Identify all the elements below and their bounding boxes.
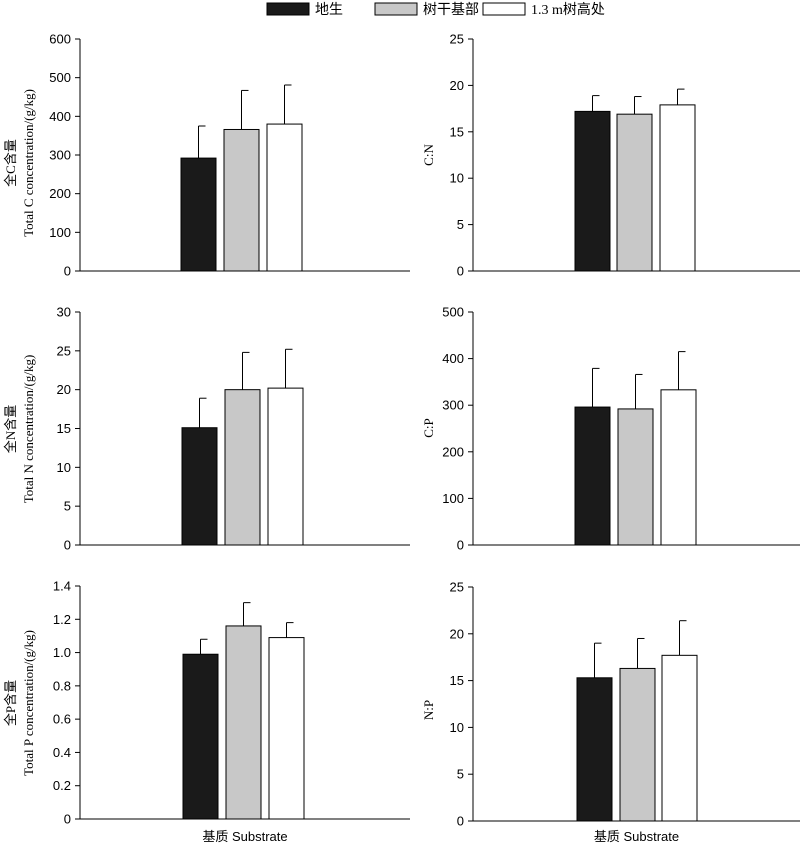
y-tick-label: 1.4	[53, 579, 71, 594]
bar-1	[182, 653, 219, 820]
y-tick-label: 100	[49, 225, 71, 240]
y-tick-label: 10	[450, 171, 464, 186]
x-axis-label: 基质 Substrate	[202, 829, 287, 844]
x-axis-label: 基质 Substrate	[594, 829, 679, 844]
legend-swatch-3	[482, 2, 526, 16]
bar-1	[180, 157, 217, 272]
y-axis-label: Total P concentration/(g/kg)	[21, 630, 36, 776]
y-tick-label: 25	[450, 580, 464, 595]
chart-panel-3: 0 5 10 15 20 25 30 全N含量 Total N concentration/(g…	[3, 305, 410, 553]
y-tick-label: 500	[442, 305, 464, 320]
y-tick-label: 5	[64, 499, 71, 514]
y-axis-label: Total N concentration/(g/kg)	[21, 355, 36, 504]
y-tick-label: 0	[64, 812, 71, 827]
y-axis-label: C:N	[421, 144, 436, 166]
bar-1	[181, 427, 218, 546]
bar-1	[574, 110, 611, 272]
y-tick-label: 400	[49, 109, 71, 124]
y-tick-label: 15	[450, 673, 464, 688]
legend-label-2: 树干基部	[423, 1, 479, 18]
y-tick-label: 5	[457, 767, 464, 782]
y-tick-label: 25	[450, 32, 464, 47]
y-axis-label: Total C concentration/(g/kg)	[21, 89, 36, 237]
y-axis-label: 全N含量	[3, 405, 18, 453]
y-tick-label: 15	[57, 421, 71, 436]
bar-3	[661, 654, 698, 822]
y-tick-label: 200	[442, 444, 464, 459]
legend-swatch-1	[266, 2, 310, 16]
y-tick-label: 200	[49, 186, 71, 201]
y-tick-label: 1.2	[53, 612, 71, 627]
bar-3	[659, 104, 696, 272]
bar-1	[574, 406, 611, 546]
bar-2	[619, 667, 656, 822]
y-tick-label: 0	[64, 538, 71, 553]
y-tick-label: 300	[442, 398, 464, 413]
y-tick-label: 5	[457, 217, 464, 232]
legend-label-1: 地生	[315, 2, 343, 18]
y-tick-label: 100	[442, 491, 464, 506]
y-tick-label: 30	[57, 305, 71, 320]
bar-2	[224, 389, 261, 546]
y-axis-label: C:P	[421, 418, 436, 438]
bar-3	[268, 637, 305, 820]
bar-2	[617, 408, 654, 546]
y-tick-label: 10	[57, 460, 71, 475]
y-tick-label: 0.2	[53, 778, 71, 793]
bar-2	[223, 128, 260, 272]
y-tick-label: 15	[450, 124, 464, 139]
y-tick-label: 0	[457, 264, 464, 279]
bar-2	[225, 625, 262, 820]
y-axis-label: 全C含量	[3, 139, 18, 187]
y-tick-label: 20	[450, 78, 464, 93]
y-tick-label: 20	[57, 382, 71, 397]
y-tick-label: 0.6	[53, 712, 71, 727]
y-tick-label: 600	[49, 32, 71, 47]
y-tick-label: 10	[450, 720, 464, 735]
y-tick-label: 500	[49, 70, 71, 85]
y-tick-label: 0.4	[53, 745, 71, 760]
bar-1	[576, 677, 613, 822]
bar-3	[266, 123, 303, 272]
chart-panel-4: 0 100 200 300 400 500 C:P	[421, 305, 800, 553]
y-axis-label: N:P	[421, 700, 436, 720]
bar-3	[660, 389, 697, 546]
y-tick-label: 0	[64, 264, 71, 279]
y-tick-label: 25	[57, 343, 71, 358]
y-tick-label: 400	[442, 351, 464, 366]
chart-panel-2: 0 5 10 15 20 25 C:N	[421, 32, 800, 279]
chart-panel-5: 0 0.2 0.4 0.6 0.8 1.0 1.2 1.4 全P含量 Total P concen…	[3, 579, 410, 844]
y-tick-label: 0	[457, 538, 464, 553]
legend-label-3: 1.3 m树高处	[531, 1, 605, 18]
bar-2	[616, 113, 653, 272]
chart-panel-6: 0 5 10 15 20 25 N:P 基质 Substrate	[421, 580, 800, 844]
y-tick-label: 20	[450, 626, 464, 641]
y-tick-label: 0	[457, 814, 464, 829]
y-tick-label: 1.0	[53, 645, 71, 660]
bar-3	[267, 387, 304, 546]
y-axis-label: 全P含量	[3, 680, 18, 726]
y-tick-label: 300	[49, 148, 71, 163]
legend-swatch-2	[374, 2, 418, 16]
chart-panel-1: 0 100 200 300 400 500 600 全C含量 Total C concentra…	[3, 32, 410, 279]
y-tick-label: 0.8	[53, 678, 71, 693]
